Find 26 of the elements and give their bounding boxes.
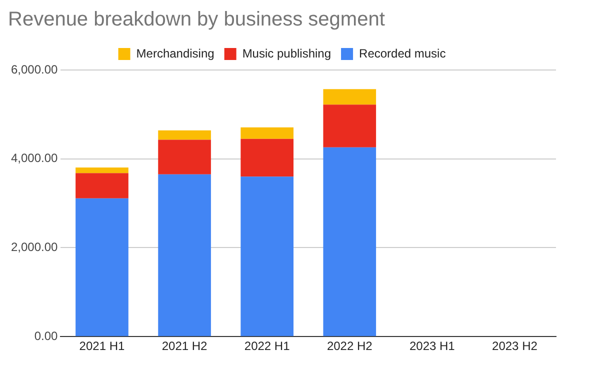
x-tick-label: 2021 H2 bbox=[162, 339, 208, 354]
bar bbox=[158, 174, 211, 336]
bar bbox=[240, 127, 294, 139]
legend-label: Music publishing bbox=[242, 46, 332, 60]
chart-title: Revenue breakdown by business segment bbox=[8, 8, 386, 31]
bar bbox=[158, 140, 211, 174]
x-tick-label: 2022 H1 bbox=[244, 339, 290, 354]
y-tick-label: 6,000.00 bbox=[10, 62, 58, 76]
bar bbox=[76, 168, 128, 174]
bar bbox=[76, 198, 128, 336]
y-tick-label: 4,000.00 bbox=[10, 151, 58, 166]
bar bbox=[323, 147, 376, 336]
legend-label: Merchandising bbox=[136, 46, 214, 60]
legend-label: Recorded music bbox=[359, 46, 446, 60]
x-tick-label: 2023 H2 bbox=[492, 339, 538, 354]
bar bbox=[240, 138, 294, 177]
x-tick-label: 2022 H2 bbox=[326, 339, 373, 354]
bar bbox=[158, 130, 211, 140]
bar bbox=[240, 176, 294, 336]
y-tick-label: 2,000.00 bbox=[10, 240, 58, 254]
y-tick-label: 0.00 bbox=[34, 328, 58, 343]
bar bbox=[323, 89, 376, 105]
bar bbox=[76, 173, 128, 198]
x-tick-label: 2021 H1 bbox=[79, 339, 125, 354]
x-tick-label: 2023 H1 bbox=[409, 339, 456, 354]
bar bbox=[323, 104, 376, 148]
